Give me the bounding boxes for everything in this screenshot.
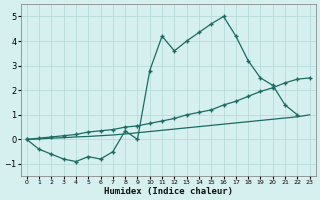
X-axis label: Humidex (Indice chaleur): Humidex (Indice chaleur) [104, 187, 233, 196]
